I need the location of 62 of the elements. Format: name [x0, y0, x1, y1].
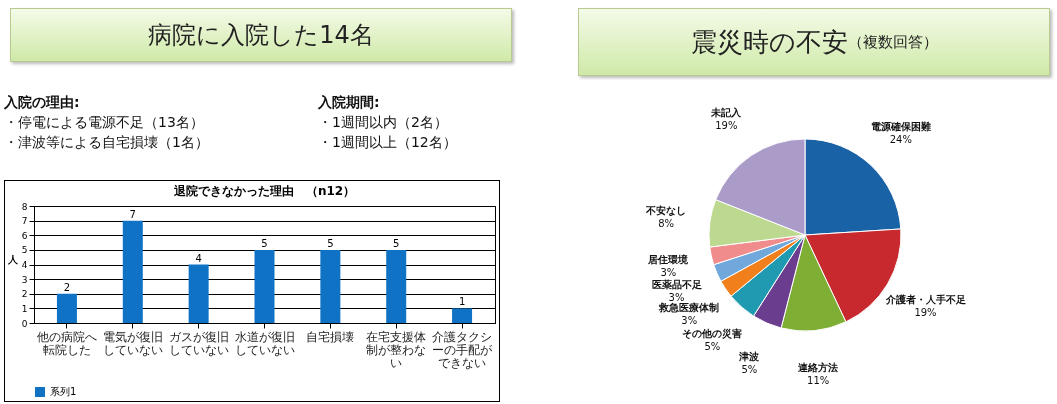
bar	[320, 249, 341, 323]
text: ・停電による電源不足（13名）	[4, 113, 205, 132]
bar	[188, 264, 209, 323]
legend-label: 系列1	[50, 386, 77, 397]
data-label: 1	[458, 296, 466, 308]
data-label: 24%	[889, 133, 912, 145]
data-label: 5	[261, 237, 268, 249]
x-tick-label: 介護タクシーの手配ができない	[432, 329, 494, 370]
data-label: 3%	[668, 291, 685, 303]
text: 病院に入院した14名	[10, 8, 512, 62]
x-tick-label: 他の病院へ転院した	[36, 329, 97, 357]
y-tick-label: 4	[21, 260, 28, 270]
text: ・1週間以上（12名）	[318, 133, 457, 152]
text: ・津波等による自宅損壊（1名）	[4, 133, 209, 152]
text: 入院の理由:	[4, 93, 81, 112]
slice-label: 居住環境	[647, 253, 690, 265]
x-tick-label: 在宅支援体制が整わない	[366, 329, 427, 370]
y-tick-label: 2	[21, 289, 28, 300]
slice-label: 医薬品不足	[651, 278, 702, 290]
chart-subtitle: （複数回答）	[847, 32, 938, 52]
y-axis-title: 人	[6, 254, 19, 265]
data-label: 3%	[660, 266, 677, 278]
y-tick-label: 8	[21, 201, 28, 212]
bar	[122, 220, 143, 323]
bar	[386, 249, 407, 323]
x-tick-label: 電気が復旧していない	[102, 329, 163, 357]
bar	[56, 293, 77, 323]
slice-label: 不安なし	[645, 205, 687, 218]
data-label: 5	[393, 237, 400, 249]
bar	[452, 308, 473, 323]
slice-label: その他の災害	[682, 328, 743, 340]
slice-label: 津波	[738, 351, 761, 363]
slice-label: 未記入	[710, 107, 743, 119]
slice-label: 電源確保困難	[870, 120, 931, 132]
data-label: 19%	[715, 120, 738, 132]
y-tick-label: 1	[21, 303, 28, 314]
text: 入院期間:	[318, 93, 381, 112]
x-tick-label: 自宅損壊	[306, 329, 355, 344]
chart-title: 退院できなかった理由 （n12）	[172, 184, 356, 198]
data-label: 5%	[704, 341, 721, 353]
chart-title: 震災時の不安	[690, 25, 848, 59]
data-label: 7	[129, 208, 136, 220]
data-label: 5%	[741, 364, 758, 376]
data-label: 8%	[658, 218, 675, 230]
y-tick-label: 3	[21, 274, 28, 285]
bar	[254, 249, 275, 323]
y-tick-label: 6	[21, 230, 28, 241]
data-label: 11%	[807, 375, 830, 387]
x-tick-label: ガスが復旧していない	[168, 329, 229, 357]
y-tick-label: 7	[21, 216, 28, 227]
data-label: 4	[195, 252, 202, 264]
data-label: 5	[327, 237, 334, 249]
slice-label: 連絡方法	[797, 362, 839, 374]
data-label: 3%	[681, 314, 698, 326]
data-label: 2	[63, 281, 71, 293]
text: ・1週間以内（2名）	[318, 113, 449, 132]
slice-label: 介護者・人手不足	[884, 294, 966, 306]
data-label: 19%	[914, 307, 937, 319]
x-tick-label: 水道が復旧していない	[234, 329, 295, 357]
y-tick-label: 0	[21, 318, 28, 329]
slice-label: 救急医療体制	[658, 301, 720, 313]
y-tick-label: 5	[21, 245, 28, 256]
